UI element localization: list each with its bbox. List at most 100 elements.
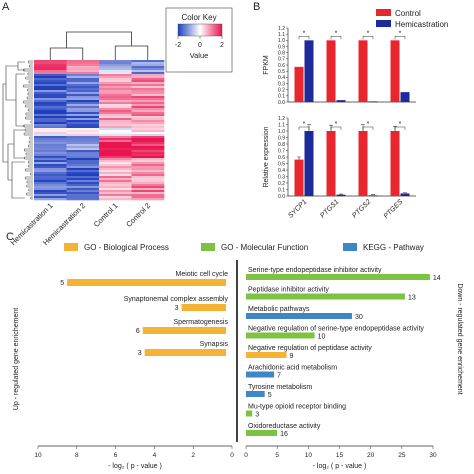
heatmap-cell [66, 110, 100, 113]
heatmap-cell [99, 150, 132, 153]
panel-label-c: C [6, 231, 14, 243]
dendrogram-branch [25, 152, 33, 156]
heatmap-cell [34, 88, 67, 91]
heatmap-cell [131, 194, 165, 197]
heatmap-cell [66, 120, 100, 123]
y-tick-label: 0.0 [278, 194, 285, 200]
enrichment-gene-count: 14 [433, 275, 441, 282]
heatmap-cell [34, 118, 67, 121]
heatmap-cell [131, 112, 165, 115]
error-bar [361, 124, 365, 131]
enrichment-term-label: Synaptonemal complex assembly [124, 296, 229, 303]
heatmap-cell [99, 164, 132, 167]
significance-marker: * [303, 30, 306, 37]
heatmap-cell [99, 88, 132, 91]
significance-bracket [394, 36, 406, 40]
enrichment-gene-count: 3 [138, 350, 142, 357]
heatmap-cell [34, 74, 67, 77]
y-tick-label: 1.2 [278, 26, 285, 32]
heatmap-cell [131, 78, 165, 81]
dendrogram-branch [27, 108, 33, 112]
dendrogram-branch [26, 192, 33, 196]
legend-swatch-mol [201, 243, 215, 251]
heatmap-cell [66, 148, 100, 151]
bar-control [358, 40, 368, 102]
heatmap-cell [66, 178, 100, 181]
enrichment-term-label: Synapsis [200, 341, 229, 348]
heatmap-cell [66, 98, 100, 101]
bar-hemicastration [304, 40, 314, 102]
heatmap-cell [66, 196, 100, 199]
heatmap-cell [66, 168, 100, 171]
heatmap-cell [131, 88, 165, 91]
heatmap-cell [99, 112, 132, 115]
heatmap-cell [34, 168, 67, 171]
bar-control [294, 159, 304, 196]
heatmap-cell [131, 92, 165, 95]
heatmap-cell [99, 184, 132, 187]
heatmap-cell [34, 148, 67, 151]
enrichment-bar-mol [246, 293, 405, 300]
enrichment-term-label: Spermatogenesis [174, 319, 229, 326]
heatmap-cell [131, 160, 165, 163]
bar-hemicastration [368, 195, 378, 197]
dendrogram-branch [28, 164, 33, 168]
heatmap-cell [131, 62, 165, 65]
heatmap-cell [131, 122, 165, 125]
heatmap-cell [131, 96, 165, 99]
heatmap-cell [66, 152, 100, 155]
significance-marker: * [399, 121, 402, 128]
heatmap-cell [131, 70, 165, 73]
heatmap-cell [99, 74, 132, 77]
heatmap-cell [99, 198, 132, 201]
dendrogram-branch [29, 64, 33, 68]
enrichment-term-label: Meiotic cell cycle [175, 271, 228, 278]
heatmap-cell [131, 104, 165, 107]
heatmap-cell [66, 154, 100, 157]
heatmap-cell [131, 114, 165, 117]
dendrogram-branch [66, 31, 132, 48]
heatmap-cell [131, 182, 165, 185]
heatmap-cell [99, 94, 132, 97]
heatmap-cell [131, 80, 165, 83]
enrichment-bar-kegg [246, 313, 352, 319]
enrichment-gene-count: 16 [280, 431, 288, 438]
x-tick-label: 25 [398, 452, 406, 459]
heatmap-cell [131, 98, 165, 101]
color-key: Color Key -2 0 2 Value [165, 7, 233, 73]
error-bar [297, 156, 301, 160]
dendrogram-branch [26, 180, 33, 184]
heatmap-cell [34, 96, 67, 99]
heatmap-cell [34, 196, 67, 199]
heatmap-cell [131, 190, 165, 193]
heatmap-cell [131, 132, 165, 135]
heatmap-cell [34, 76, 67, 79]
heatmap-cell [99, 192, 132, 195]
heatmap-cell [99, 182, 132, 185]
heatmap-cell [99, 96, 132, 99]
heatmap-cell [131, 136, 165, 139]
heatmap-cell [131, 148, 165, 151]
heatmap-cell [66, 198, 100, 201]
significance-bracket [330, 36, 342, 40]
heatmap-cell [99, 126, 132, 129]
heatmap-cell [66, 96, 100, 99]
enrichment-bar-bio [144, 349, 226, 356]
heatmap-cell [131, 198, 165, 201]
heatmap-cell [99, 190, 132, 193]
y-tick-label: 1.0 [278, 129, 285, 135]
heatmap-cell [131, 186, 165, 189]
heatmap-cell [99, 186, 132, 189]
y-axis-label: Down - regulated gene enrichement [456, 283, 463, 394]
heatmap-cell [131, 76, 165, 79]
heatmap-cell [99, 114, 132, 117]
heatmap-cell [34, 90, 67, 93]
heatmap-cell [99, 180, 132, 183]
y-tick-label: 1.1 [278, 122, 285, 128]
heatmap-cell [131, 158, 165, 161]
x-axis-label: - log₂ ( p - value ) [313, 463, 367, 470]
heatmap-cell [99, 104, 132, 107]
heatmap-cell [66, 184, 100, 187]
